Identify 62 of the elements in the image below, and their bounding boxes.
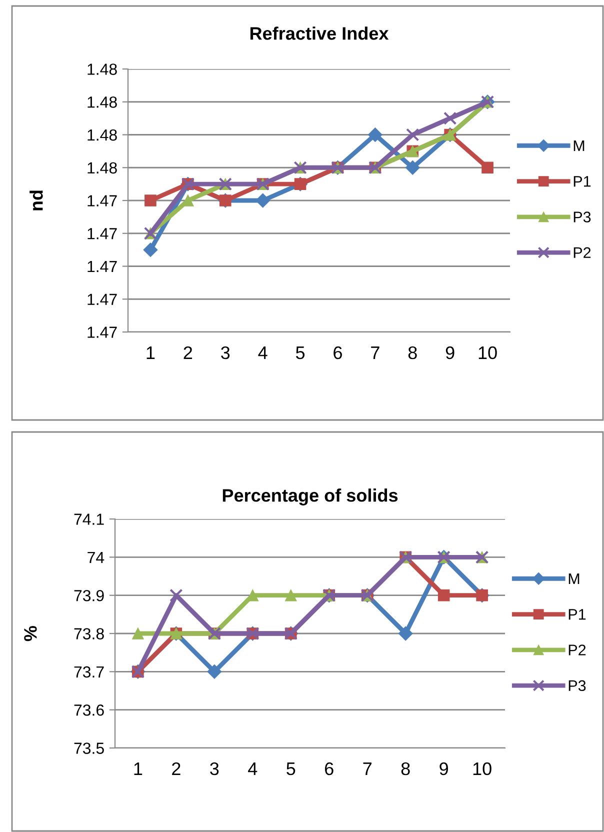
x-tick-label: 6 bbox=[325, 762, 334, 776]
legend-label: P2 bbox=[574, 247, 591, 258]
y-tick-label: 1.47 bbox=[88, 195, 117, 206]
y-tick-label: 1.48 bbox=[88, 162, 117, 174]
point bbox=[207, 664, 222, 679]
point bbox=[144, 194, 156, 206]
point bbox=[256, 193, 270, 208]
chart-title: Percentage of solids bbox=[222, 488, 398, 506]
point bbox=[398, 626, 413, 641]
x-tick-label: 10 bbox=[478, 346, 497, 360]
y-tick-label: 73.6 bbox=[74, 704, 104, 716]
y-tick-label: 73.8 bbox=[74, 628, 104, 640]
point bbox=[443, 112, 457, 125]
x-tick-label: 8 bbox=[401, 762, 410, 776]
x-tick-label: 5 bbox=[296, 346, 305, 360]
x-tick-label: 7 bbox=[371, 346, 380, 359]
legend-label: P1 bbox=[574, 176, 591, 187]
x-tick-label: 4 bbox=[258, 346, 268, 359]
y-axis-title: nd bbox=[30, 190, 43, 210]
y-tick-label: 1.48 bbox=[88, 96, 117, 108]
x-tick-label: 10 bbox=[473, 762, 492, 776]
x-tick-label: 1 bbox=[146, 346, 155, 359]
point bbox=[284, 589, 297, 602]
legend-label: P3 bbox=[568, 680, 586, 692]
y-axis-title: % bbox=[24, 626, 37, 642]
y-tick-label: 73.9 bbox=[74, 590, 104, 602]
x-tick-label: 6 bbox=[334, 346, 342, 360]
legend-label: P3 bbox=[574, 212, 591, 222]
x-tick-label: 7 bbox=[363, 762, 372, 775]
x-tick-label: 3 bbox=[221, 346, 230, 360]
point bbox=[143, 242, 158, 258]
y-tick-label: 1.48 bbox=[88, 64, 117, 75]
point bbox=[368, 128, 382, 142]
x-tick-label: 9 bbox=[446, 346, 454, 360]
y-tick-label: 1.47 bbox=[88, 228, 117, 240]
legend-label: M bbox=[568, 573, 580, 584]
y-tick-label: 74.1 bbox=[74, 514, 104, 525]
x-tick-label: 1 bbox=[134, 762, 142, 775]
x-tick-label: 2 bbox=[172, 762, 180, 775]
x-tick-label: 5 bbox=[286, 762, 296, 776]
point bbox=[170, 588, 183, 602]
y-tick-label: 1.47 bbox=[88, 294, 117, 305]
x-tick-label: 2 bbox=[184, 346, 192, 359]
point bbox=[438, 589, 450, 602]
y-tick-label: 73.5 bbox=[74, 742, 104, 754]
y-tick-label: 73.7 bbox=[74, 666, 104, 678]
y-tick-label: 1.48 bbox=[88, 129, 117, 141]
x-tick-label: 4 bbox=[248, 762, 258, 775]
legend-label: M bbox=[574, 140, 584, 152]
point bbox=[482, 162, 494, 174]
x-tick-label: 3 bbox=[210, 762, 219, 776]
x-tick-label: 9 bbox=[440, 762, 448, 776]
point bbox=[132, 628, 144, 640]
point bbox=[406, 128, 420, 142]
x-tick-label: 8 bbox=[408, 346, 417, 360]
chart-title: Refractive Index bbox=[250, 26, 389, 40]
legend-label: P1 bbox=[568, 609, 586, 620]
y-tick-label: 1.47 bbox=[88, 261, 117, 272]
y-tick-label: 1.47 bbox=[88, 326, 117, 338]
point bbox=[405, 160, 420, 175]
legend-label: P2 bbox=[568, 644, 586, 656]
y-tick-label: 74 bbox=[88, 552, 104, 563]
